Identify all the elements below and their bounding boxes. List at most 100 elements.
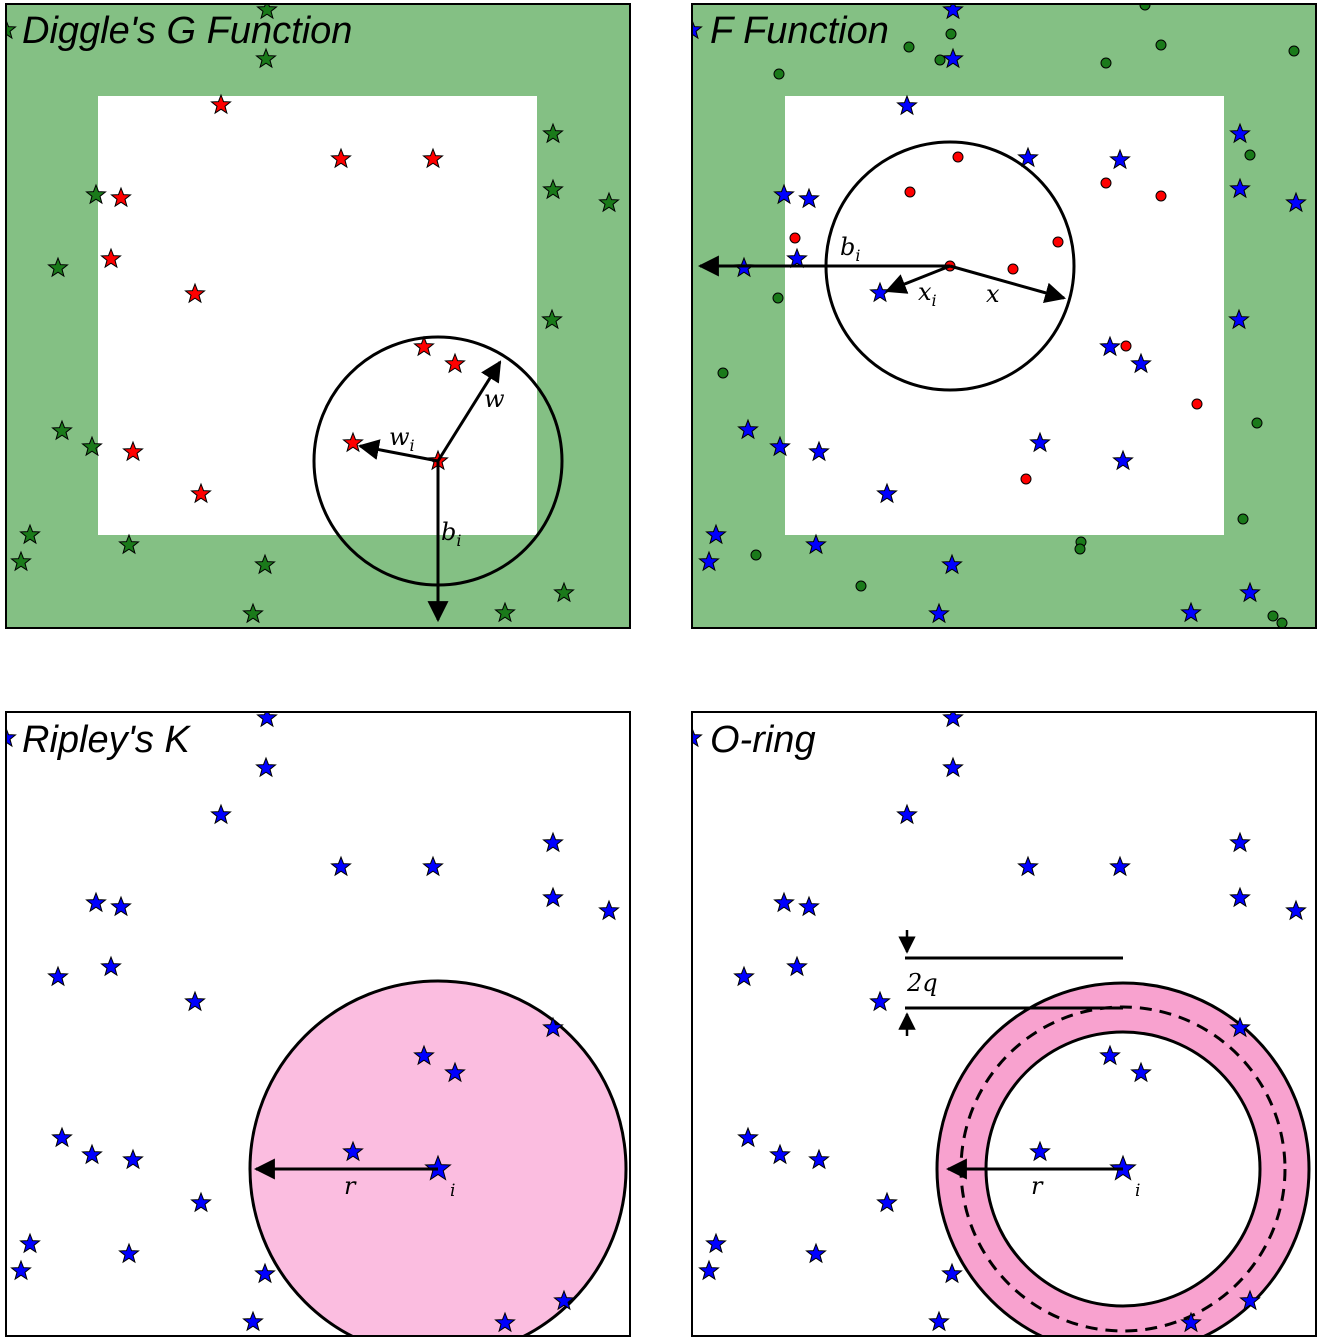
- dot-point: [789, 232, 801, 244]
- star-point: [542, 886, 564, 908]
- label-2q: 2q: [906, 969, 938, 997]
- star-point: [1112, 449, 1134, 471]
- star-point: [928, 602, 950, 624]
- star-point: [184, 990, 206, 1012]
- label-b-i: bi: [840, 233, 861, 265]
- panel-ripleys-k: r i Ripley's K: [5, 711, 631, 1337]
- star-point: [184, 282, 206, 304]
- star-point: [10, 550, 32, 572]
- star-point: [1180, 1311, 1202, 1333]
- annotation-layer: [898, 930, 1123, 1180]
- star-point: [422, 147, 444, 169]
- star-point: [1017, 855, 1039, 877]
- star-point: [1130, 352, 1152, 374]
- star-point: [1109, 148, 1131, 170]
- dot-point: [1237, 513, 1249, 525]
- star-point: [444, 352, 466, 374]
- annotation-layer: [697, 140, 1076, 392]
- star-point: [1229, 122, 1251, 144]
- dot-point: [1155, 190, 1167, 202]
- star-point: [598, 191, 620, 213]
- star-point: [118, 1242, 140, 1264]
- dot-point: [1155, 39, 1167, 51]
- star-point: [786, 247, 808, 269]
- inner-window: [785, 96, 1224, 535]
- dot-point: [1288, 45, 1300, 57]
- dot-point: [1020, 473, 1032, 485]
- star-point: [19, 523, 41, 545]
- star-point: [51, 419, 73, 441]
- star-point: [869, 990, 891, 1012]
- star-point: [737, 1126, 759, 1148]
- panel-frame: [5, 3, 631, 629]
- star-point: [494, 1311, 516, 1333]
- star-point: [1130, 1061, 1152, 1083]
- dot-point: [952, 151, 964, 163]
- star-point: [1229, 177, 1251, 199]
- star-point: [1017, 146, 1039, 168]
- arrow-x-i: [885, 264, 951, 294]
- star-point: [808, 1148, 830, 1170]
- star-point: [110, 186, 132, 208]
- inner-window: [98, 96, 537, 535]
- label-w-i: wi: [389, 423, 415, 455]
- star-point: [941, 1262, 963, 1284]
- points-layer: [692, 4, 1307, 628]
- star-point: [19, 1232, 41, 1254]
- star-point: [942, 712, 964, 728]
- star-point: [541, 308, 563, 330]
- star-point: [942, 4, 964, 20]
- star-point: [122, 440, 144, 462]
- star-point: [1285, 191, 1307, 213]
- star-point: [1229, 886, 1251, 908]
- star-point: [100, 247, 122, 269]
- star-point: [1229, 831, 1251, 853]
- dot-point: [750, 549, 762, 561]
- label-i: i: [1135, 1181, 1140, 1201]
- arrow-w: [436, 360, 502, 462]
- star-point: [941, 553, 963, 575]
- star-point: [51, 1126, 73, 1148]
- dot-point: [904, 186, 916, 198]
- star-point: [542, 831, 564, 853]
- star-point: [47, 965, 69, 987]
- star-point: [773, 891, 795, 913]
- star-point: [422, 855, 444, 877]
- star-point: [6, 18, 17, 40]
- star-point: [542, 122, 564, 144]
- dot-point: [934, 54, 946, 66]
- star-point: [692, 726, 703, 748]
- label-b-i: bi: [441, 518, 462, 550]
- star-point: [1029, 431, 1051, 453]
- star-point: [254, 1262, 276, 1284]
- star-point: [896, 94, 918, 116]
- dot-point: [1244, 149, 1256, 161]
- dot-point: [772, 292, 784, 304]
- star-point: [808, 440, 830, 462]
- star-point: [254, 553, 276, 575]
- star-point: [118, 533, 140, 555]
- dot-point: [773, 68, 785, 80]
- star-point: [798, 895, 820, 917]
- star-point: [1285, 899, 1307, 921]
- star-point: [256, 712, 278, 728]
- star-point: [876, 1191, 898, 1213]
- star-point: [242, 602, 264, 624]
- star-point: [553, 581, 575, 603]
- star-point: [110, 895, 132, 917]
- star-point: [942, 47, 964, 69]
- star-point: [698, 550, 720, 572]
- star-point: [805, 533, 827, 555]
- star-point: [190, 482, 212, 504]
- panel-title: Ripley's K: [22, 719, 191, 761]
- dot-point: [1251, 417, 1263, 429]
- star-point: [542, 1016, 564, 1038]
- star-point: [773, 183, 795, 205]
- star-point: [1228, 308, 1250, 330]
- dot-point: [1100, 57, 1112, 69]
- label-w: w: [484, 385, 505, 413]
- label-r: r: [344, 1172, 357, 1200]
- label-x: x: [986, 280, 1000, 308]
- star-point: [1099, 335, 1121, 357]
- star-point: [805, 1242, 827, 1264]
